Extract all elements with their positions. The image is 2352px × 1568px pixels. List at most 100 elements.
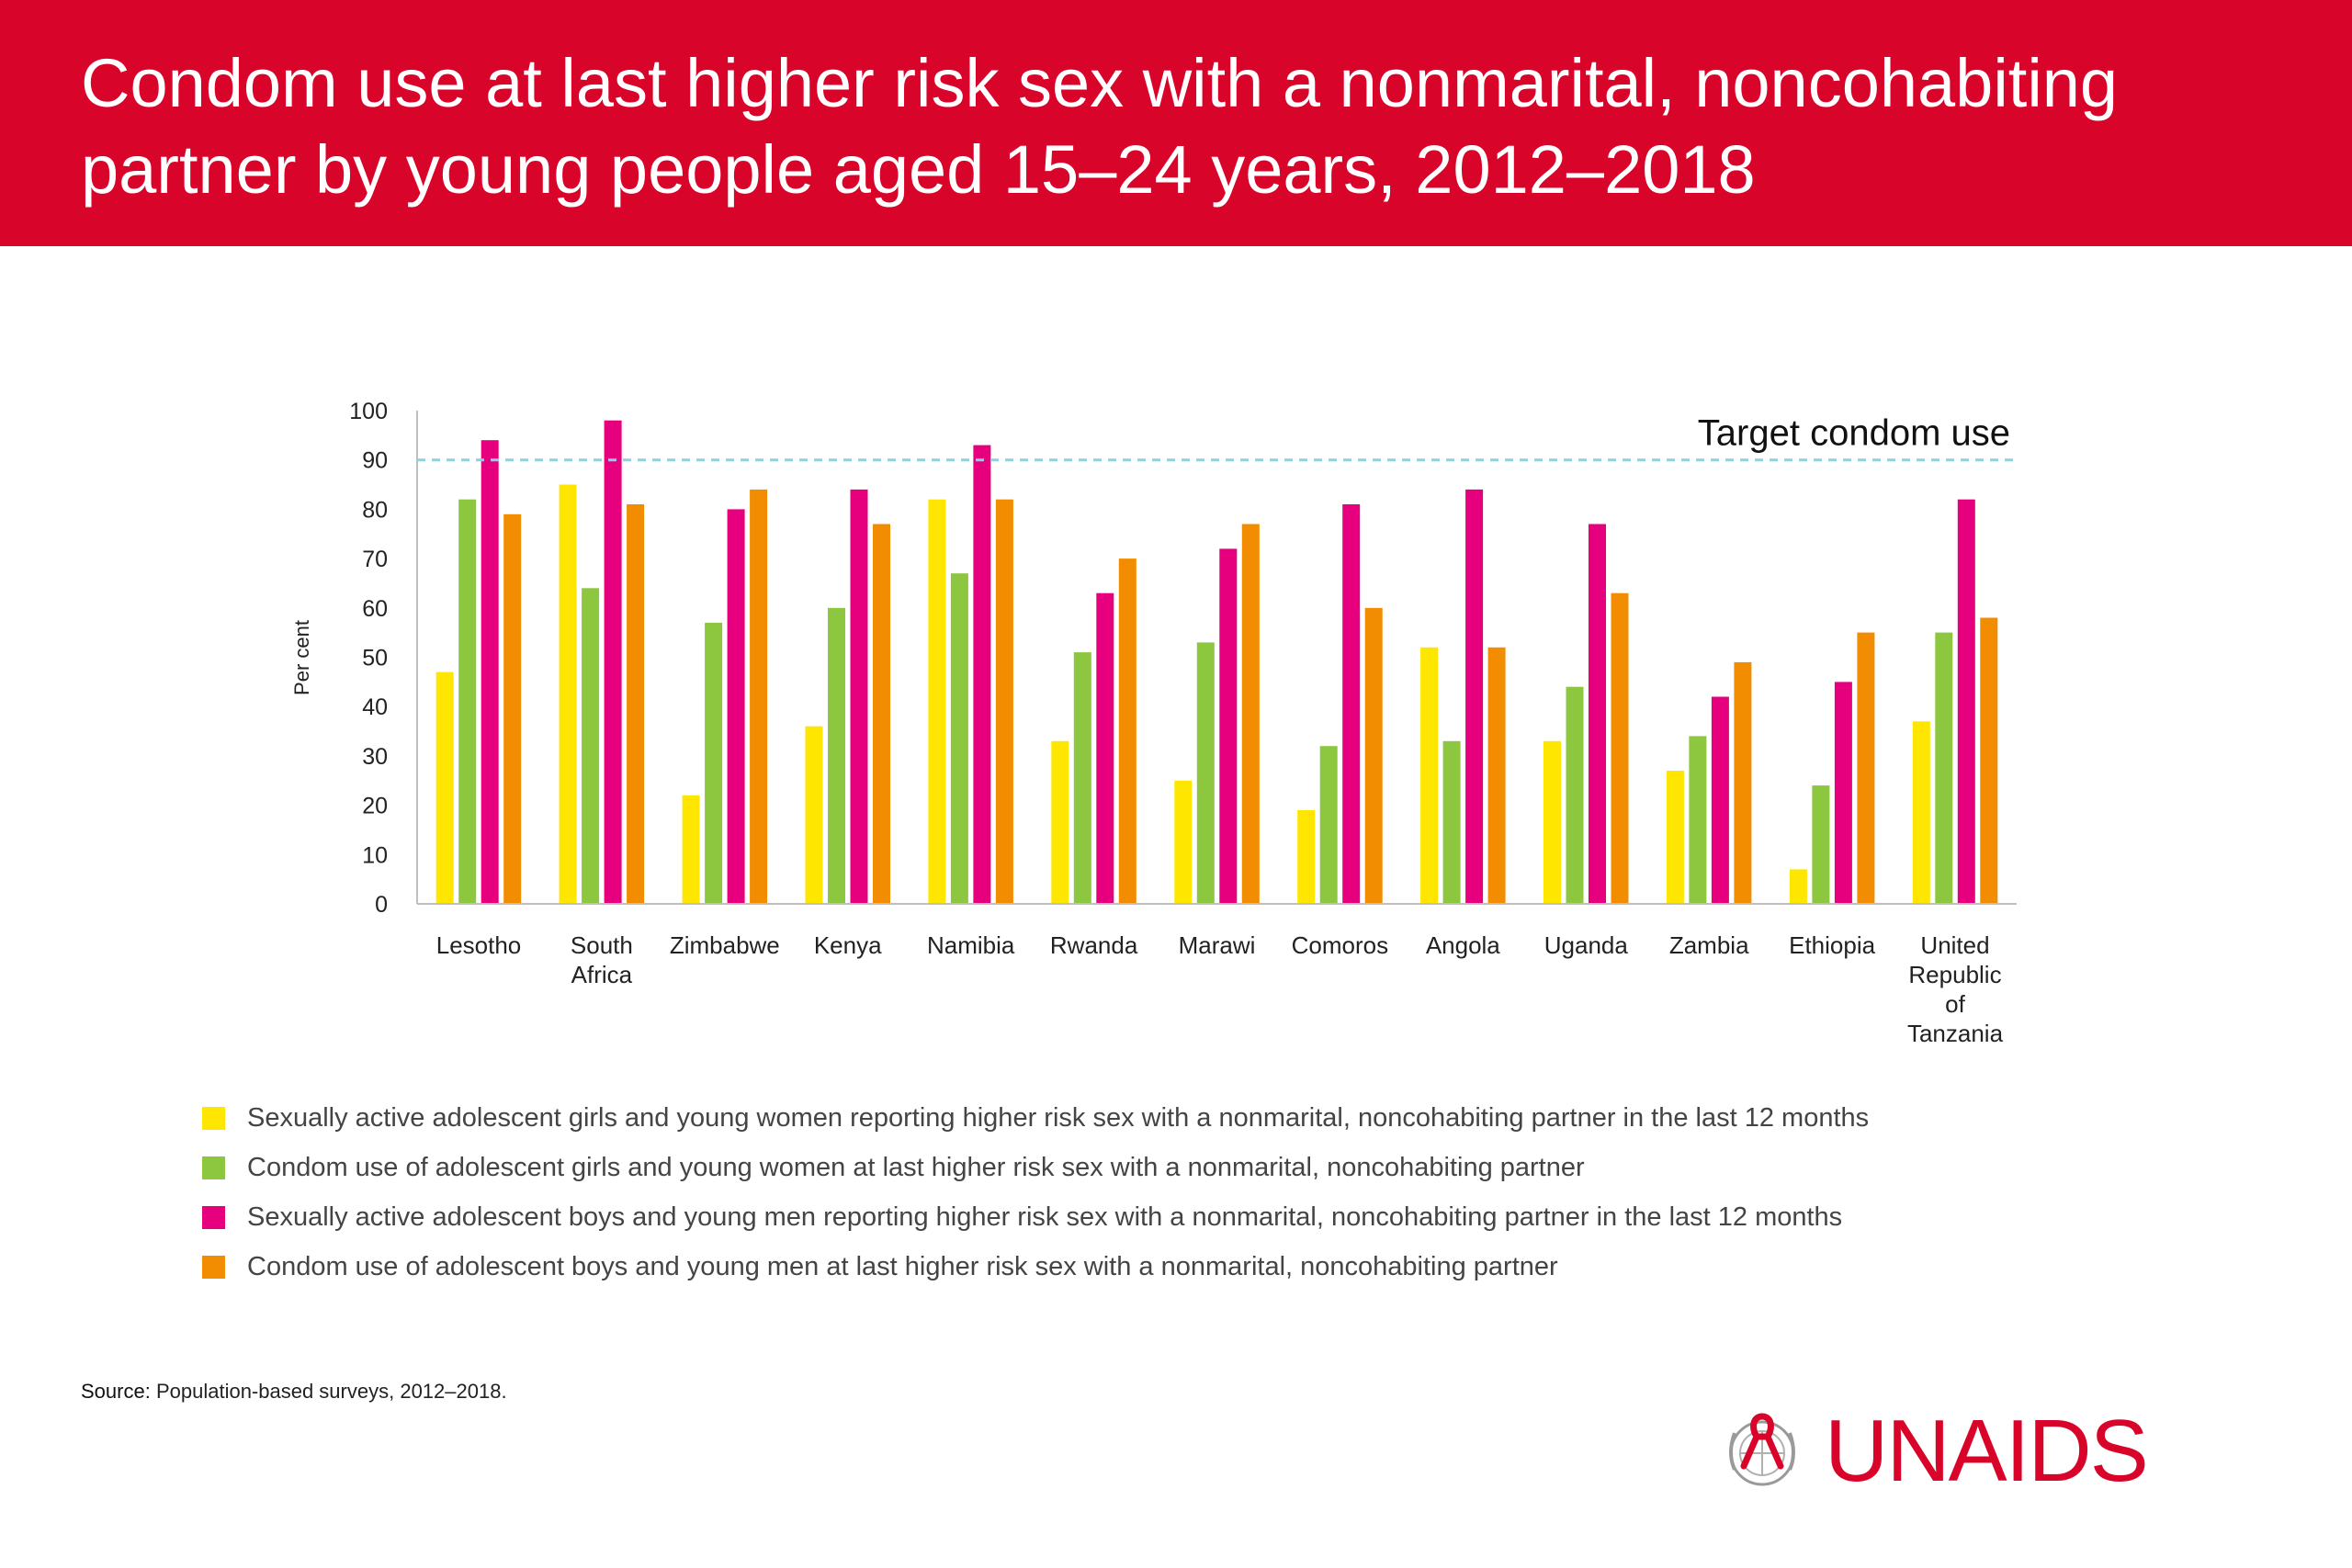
- bar: [435, 671, 454, 904]
- legend-item-boys-condom-use: Condom use of adolescent boys and young …: [202, 1242, 1869, 1292]
- x-category-label: Kenya: [814, 931, 882, 959]
- y-tick-label: 50: [362, 646, 388, 671]
- bar: [873, 524, 890, 904]
- x-category-label: Angola: [1426, 931, 1500, 959]
- source-text: Population-based surveys, 2012–2018.: [155, 1380, 507, 1403]
- target-line-label: Target condom use: [1698, 413, 2010, 454]
- bar: [1611, 592, 1629, 904]
- bar: [850, 489, 868, 904]
- bar: [928, 499, 946, 904]
- legend-label: Condom use of adolescent boys and young …: [247, 1251, 1558, 1281]
- bar: [1689, 736, 1707, 904]
- y-tick-label: 30: [362, 744, 388, 770]
- bar: [559, 484, 577, 904]
- bar: [682, 795, 700, 904]
- legend-swatch-yellow: [202, 1106, 225, 1130]
- bar: [705, 622, 723, 904]
- bar: [481, 440, 499, 904]
- y-axis-label: Per cent: [290, 620, 313, 695]
- bar-chart: 0 10 20 30 40 50 60 70 80 90 100 Per cent Target c…: [290, 399, 2017, 1047]
- x-category-label: Marawi: [1179, 931, 1256, 959]
- legend-swatch-orange: [202, 1255, 225, 1279]
- bar: [1096, 592, 1114, 904]
- bar: [1420, 647, 1439, 904]
- bar: [950, 573, 968, 904]
- legend-label: Condom use of adolescent girls and young…: [247, 1152, 1585, 1182]
- bar: [1319, 746, 1338, 904]
- bar: [1342, 504, 1361, 904]
- bar: [1051, 740, 1069, 904]
- bar-series: [435, 420, 1998, 905]
- bar: [1196, 642, 1215, 904]
- bar: [1734, 661, 1752, 904]
- bar: [1566, 686, 1584, 904]
- bar: [604, 420, 622, 904]
- unaids-logo: UNAIDS: [1716, 1402, 2149, 1500]
- logo-wordmark: UNAIDS: [1825, 1402, 2149, 1500]
- bar: [582, 588, 600, 904]
- x-category-label: Namibia: [927, 931, 1015, 959]
- legend-swatch-magenta: [202, 1205, 225, 1229]
- bar: [503, 513, 522, 904]
- bar: [1912, 721, 1930, 904]
- bar: [995, 499, 1013, 904]
- bar: [1219, 548, 1238, 904]
- y-tick-label: 100: [349, 399, 388, 424]
- bar: [1241, 524, 1260, 904]
- y-tick-label: 40: [362, 694, 388, 720]
- x-category-label: Zambia: [1669, 931, 1749, 959]
- x-category-label: South Africa: [571, 931, 633, 988]
- bar: [1174, 780, 1193, 905]
- legend-item-girls-condom-use: Condom use of adolescent girls and young…: [202, 1143, 1869, 1192]
- un-emblem-red-ribbon-icon: [1729, 1413, 1795, 1486]
- y-tick-label: 60: [362, 596, 388, 622]
- bar: [1118, 558, 1136, 904]
- bar: [1935, 632, 1953, 904]
- x-category-label: Uganda: [1544, 931, 1629, 959]
- bar: [1812, 785, 1830, 904]
- x-category-label: Zimbabwe: [670, 931, 780, 959]
- bar: [750, 489, 768, 904]
- bar: [1589, 524, 1606, 904]
- x-category-label: United Republic of Tanzania: [1907, 931, 2004, 1047]
- legend-item-boys-higher-risk-sex: Sexually active adolescent boys and youn…: [202, 1192, 1869, 1242]
- page-title: Condom use at last higher risk sex with …: [81, 45, 2119, 208]
- y-tick-label: 70: [362, 547, 388, 572]
- bar: [1487, 647, 1506, 904]
- legend-swatch-green: [202, 1156, 225, 1179]
- x-axis: Lesotho South Africa Zimbabwe Kenya Namibia Rw…: [436, 931, 2004, 1047]
- bar: [1544, 740, 1561, 904]
- bar: [1073, 652, 1091, 904]
- bar: [1297, 810, 1316, 904]
- x-category-label: Ethiopia: [1789, 931, 1875, 959]
- bar: [1465, 489, 1484, 904]
- y-tick-label: 10: [362, 842, 388, 868]
- bar: [1711, 696, 1729, 904]
- bar: [627, 504, 645, 904]
- bar: [1834, 682, 1852, 904]
- header-banner: Condom use at last higher risk sex with …: [0, 0, 2352, 246]
- x-category-label: Comoros: [1292, 931, 1388, 959]
- bar: [1980, 617, 1998, 904]
- bar: [1442, 740, 1461, 904]
- bar: [973, 445, 991, 904]
- bar: [458, 499, 477, 904]
- bar: [1666, 771, 1684, 904]
- y-axis: 0 10 20 30 40 50 60 70 80 90 100: [349, 399, 418, 918]
- bar: [1789, 869, 1807, 904]
- y-tick-label: 90: [362, 448, 388, 474]
- legend-label: Sexually active adolescent boys and youn…: [247, 1201, 1843, 1232]
- bar: [1857, 632, 1875, 904]
- bar: [1957, 499, 1975, 904]
- bar: [1364, 607, 1383, 904]
- source-label: Source:: [81, 1380, 151, 1403]
- legend: Sexually active adolescent girls and you…: [202, 1093, 1869, 1292]
- source-note: Source: Population-based surveys, 2012–2…: [81, 1380, 507, 1404]
- y-tick-label: 0: [375, 892, 388, 918]
- bar: [727, 509, 745, 904]
- legend-item-girls-higher-risk-sex: Sexually active adolescent girls and you…: [202, 1093, 1869, 1143]
- x-category-label: Rwanda: [1050, 931, 1138, 959]
- legend-label: Sexually active adolescent girls and you…: [247, 1102, 1870, 1133]
- bar: [828, 607, 845, 904]
- bar: [805, 726, 823, 904]
